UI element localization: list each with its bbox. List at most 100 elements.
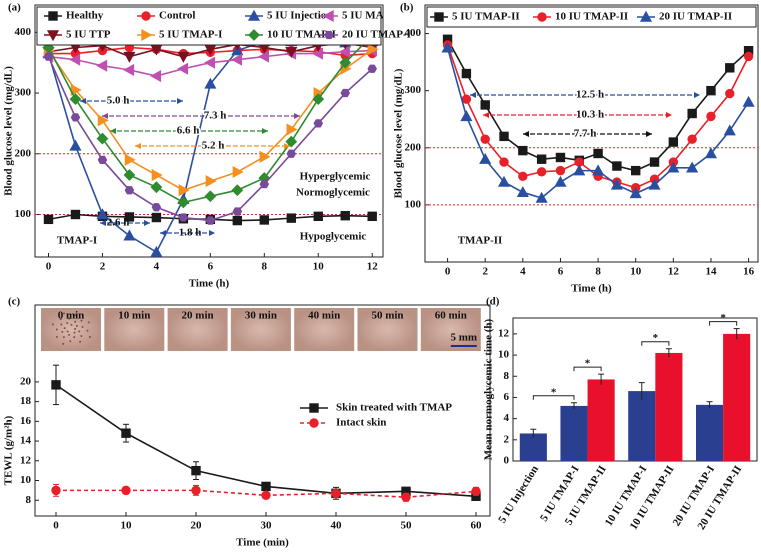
y-axis-label: TEWL (g/m²h) xyxy=(3,415,15,485)
y-tick-label: 8 xyxy=(26,494,32,506)
marker xyxy=(536,167,547,177)
microneedle-dot xyxy=(74,328,76,330)
marker xyxy=(191,485,201,496)
microneedle-dot xyxy=(66,322,69,325)
photo-label: 20 min xyxy=(182,310,214,322)
photo-label: 50 min xyxy=(371,310,403,322)
annotation: 7.3 h xyxy=(204,110,227,122)
bar xyxy=(519,433,547,461)
legend-box xyxy=(36,6,382,46)
marker xyxy=(367,43,379,56)
y-tick-label: 200 xyxy=(405,141,422,153)
legend-label: 5 IU TTP xyxy=(66,29,111,41)
legend-label: 5 IU Injection xyxy=(267,10,332,22)
marker xyxy=(97,155,108,164)
arrow-head xyxy=(209,230,215,236)
marker xyxy=(479,152,492,164)
marker xyxy=(555,152,566,163)
marker xyxy=(322,9,334,23)
legend-label: Control xyxy=(159,10,195,22)
x-tick-label: 50 xyxy=(401,520,413,532)
y-tick-label: 400 xyxy=(15,26,32,38)
x-axis-label: Time (h) xyxy=(189,278,230,290)
marker xyxy=(178,213,189,222)
bar xyxy=(723,333,751,461)
arrow-head xyxy=(100,220,106,226)
x-tick-label: 2 xyxy=(482,266,488,278)
microneedle-dot xyxy=(73,336,76,339)
significance-label: * xyxy=(653,332,659,344)
marker xyxy=(480,100,490,110)
microneedle-dot xyxy=(78,330,81,333)
marker xyxy=(70,209,81,220)
annotation: TMAP-I xyxy=(57,235,97,247)
microneedle-dot xyxy=(62,342,65,345)
marker xyxy=(261,490,271,500)
legend-box xyxy=(426,6,757,28)
marker xyxy=(313,119,324,128)
marker xyxy=(231,184,244,197)
marker xyxy=(367,211,377,222)
photo-label: 60 min xyxy=(435,310,467,322)
marker xyxy=(97,114,109,127)
marker xyxy=(123,63,135,77)
marker xyxy=(340,88,351,98)
marker xyxy=(205,216,216,225)
x-tick-label: 4 xyxy=(520,266,526,278)
marker xyxy=(367,64,377,73)
marker xyxy=(471,486,481,497)
x-tick-label: 20 xyxy=(191,520,203,532)
skin-photo xyxy=(230,308,291,351)
microneedle-dot xyxy=(61,330,64,333)
marker xyxy=(338,45,350,58)
x-tick-label: 10 xyxy=(121,520,133,532)
legend-label: Skin treated with TMAP xyxy=(336,402,452,414)
microneedle-dot xyxy=(88,335,91,338)
marker xyxy=(177,51,190,63)
significance-bracket xyxy=(573,366,602,372)
x-tick-label: 10 xyxy=(630,266,642,278)
significance-bracket xyxy=(532,395,575,400)
annotation: 10.3 h xyxy=(576,109,604,121)
microneedle-dot xyxy=(68,317,71,320)
plot-frame xyxy=(424,4,759,263)
x-tick-label: 6 xyxy=(558,266,564,278)
marker xyxy=(178,184,190,197)
plot-frame xyxy=(34,304,491,517)
x-tick-label: 2 xyxy=(100,261,106,273)
marker xyxy=(339,56,352,69)
legend-label: 5 IU TMAP-II xyxy=(452,11,520,23)
y-tick-label: 200 xyxy=(15,147,32,159)
annotation: 2.6 h xyxy=(107,217,130,229)
marker xyxy=(668,137,679,147)
skin-photo xyxy=(420,308,481,351)
annotation: TMAP-II xyxy=(458,235,503,247)
panel-label: (b) xyxy=(400,2,414,14)
marker xyxy=(248,29,260,41)
marker xyxy=(151,212,162,223)
marker xyxy=(43,52,54,61)
photo-label: 40 min xyxy=(308,310,340,322)
y-tick-label: 2 xyxy=(504,433,510,445)
marker xyxy=(612,161,622,171)
marker xyxy=(536,154,547,164)
x-axis-label: Time (min) xyxy=(236,537,289,549)
microneedle-dot xyxy=(55,328,58,331)
legend-label: 20 IU TMAP-I xyxy=(342,29,411,41)
marker xyxy=(261,481,271,492)
significance-bracket xyxy=(641,341,670,346)
marker xyxy=(309,403,319,413)
microneedle-dot xyxy=(80,335,83,338)
marker xyxy=(191,465,201,476)
y-tick-label: 18 xyxy=(20,395,32,407)
microneedle-dot xyxy=(60,323,63,326)
annotation: 5.2 h xyxy=(202,140,225,152)
photo-label: 30 min xyxy=(245,310,277,322)
y-tick-label: 10 xyxy=(498,349,510,361)
legend-label: Intact skin xyxy=(336,417,386,429)
marker xyxy=(259,215,270,225)
y-tick-label: 100 xyxy=(15,208,32,220)
microneedle-dot xyxy=(86,329,89,332)
legend-label: 10 IU TMAP-II xyxy=(555,11,628,23)
